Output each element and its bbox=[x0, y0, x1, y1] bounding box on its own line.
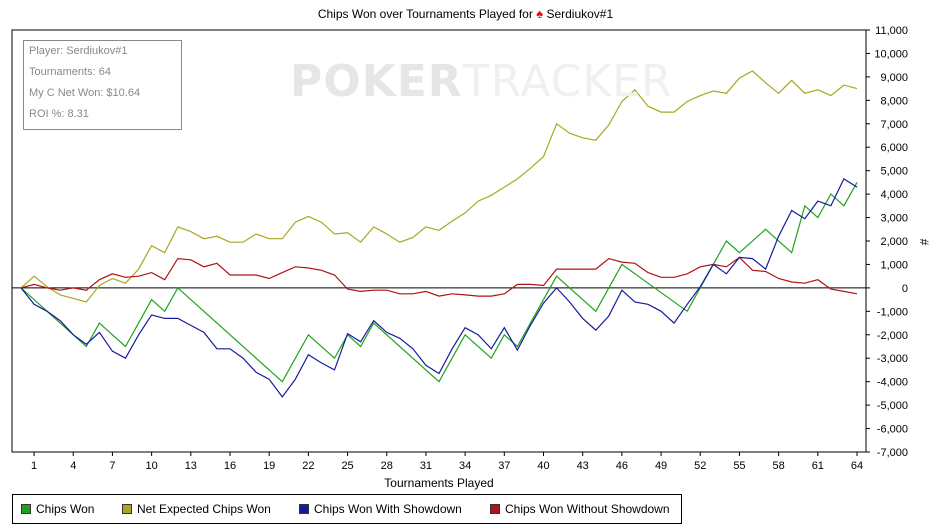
legend-label: Net Expected Chips Won bbox=[137, 502, 271, 516]
axes-group: -7,000 -6,000 -5,000 -4,000 -3,000 -2,000 -1,0… bbox=[12, 25, 908, 472]
legend-label: Chips Won With Showdown bbox=[314, 502, 462, 516]
legend-label: Chips Won bbox=[36, 502, 95, 516]
x-tick-label: 46 bbox=[616, 460, 628, 472]
y-tick-label: 7,000 bbox=[880, 119, 908, 131]
legend-label: Chips Won Without Showdown bbox=[505, 502, 670, 516]
y-tick-label: 5,000 bbox=[880, 166, 908, 178]
y-tick-label: 11,000 bbox=[875, 25, 908, 37]
x-tick-label: 55 bbox=[733, 460, 745, 472]
x-tick-label: 58 bbox=[773, 460, 785, 472]
x-tick-label: 64 bbox=[851, 460, 863, 472]
y-tick-label: -1,000 bbox=[877, 306, 908, 318]
series-line-chips-won-without-showdown bbox=[20, 256, 858, 297]
chart-legend: Chips Won Net Expected Chips Won Chips W… bbox=[12, 494, 682, 524]
series-line-chips-won-with-showdown bbox=[20, 178, 858, 398]
series-line-chips-won bbox=[20, 182, 858, 383]
chart-title: Chips Won over Tournaments Played for ♠ … bbox=[0, 6, 931, 21]
series-group bbox=[20, 70, 858, 398]
legend-item-with-showdown[interactable]: Chips Won With Showdown bbox=[299, 502, 462, 516]
x-tick-label: 25 bbox=[341, 460, 353, 472]
y-tick-label: 2,000 bbox=[880, 236, 908, 248]
x-tick-label: 52 bbox=[694, 460, 706, 472]
x-tick-label: 61 bbox=[812, 460, 824, 472]
y-tick-label: -2,000 bbox=[877, 330, 908, 342]
x-tick-label: 19 bbox=[263, 460, 275, 472]
x-tick-label: 13 bbox=[185, 460, 197, 472]
legend-swatch bbox=[490, 504, 500, 514]
info-roi: ROI %: 8.31 bbox=[29, 108, 89, 120]
x-tick-label: 31 bbox=[420, 460, 432, 472]
spade-icon: ♠ bbox=[536, 6, 544, 21]
x-tick-label: 22 bbox=[302, 460, 314, 472]
legend-swatch bbox=[299, 504, 309, 514]
y-tick-label: 0 bbox=[902, 283, 908, 295]
x-tick-label: 34 bbox=[459, 460, 471, 472]
title-text: Chips Won over Tournaments Played for bbox=[317, 7, 533, 21]
x-tick-label: 7 bbox=[109, 460, 115, 472]
x-tick-label: 4 bbox=[70, 460, 76, 472]
x-tick-label: 43 bbox=[577, 460, 589, 472]
legend-swatch bbox=[122, 504, 132, 514]
pokertracker-watermark: POKERTRACKER bbox=[290, 56, 673, 107]
x-tick-label: 40 bbox=[537, 460, 549, 472]
legend-item-net-expected[interactable]: Net Expected Chips Won bbox=[122, 502, 271, 516]
y-tick-label: -7,000 bbox=[877, 447, 908, 459]
x-tick-label: 49 bbox=[655, 460, 667, 472]
x-tick-label: 28 bbox=[381, 460, 393, 472]
legend-item-chips-won[interactable]: Chips Won bbox=[21, 502, 94, 516]
x-tick-label: 10 bbox=[146, 460, 158, 472]
y-tick-label: -5,000 bbox=[877, 400, 908, 412]
x-axis-label: Tournaments Played bbox=[384, 476, 493, 490]
y-tick-label: -6,000 bbox=[877, 424, 908, 436]
stats-info-box: Player: Serdiukov#1 Tournaments: 64 My C… bbox=[23, 40, 182, 130]
legend-swatch bbox=[21, 504, 31, 514]
info-player: Player: Serdiukov#1 bbox=[29, 45, 128, 57]
y-axis-label: # bbox=[917, 239, 931, 246]
info-net-won: My C Net Won: $10.64 bbox=[29, 87, 141, 99]
x-tick-label: 16 bbox=[224, 460, 236, 472]
y-tick-label: 6,000 bbox=[880, 142, 908, 154]
x-tick-label: 1 bbox=[31, 460, 37, 472]
legend-item-without-showdown[interactable]: Chips Won Without Showdown bbox=[490, 502, 670, 516]
info-tournaments: Tournaments: 64 bbox=[29, 66, 111, 78]
y-tick-label: 10,000 bbox=[874, 48, 908, 60]
y-tick-label: 8,000 bbox=[880, 95, 908, 107]
title-player-name: Serdiukov#1 bbox=[546, 7, 614, 21]
y-tick-label: 4,000 bbox=[880, 189, 908, 201]
y-tick-label: -3,000 bbox=[877, 353, 908, 365]
x-tick-label: 37 bbox=[498, 460, 510, 472]
y-tick-label: 1,000 bbox=[880, 259, 908, 271]
series-line-net-expected-chips-won bbox=[20, 70, 858, 303]
y-tick-label: 9,000 bbox=[880, 72, 908, 84]
y-tick-label: -4,000 bbox=[877, 377, 908, 389]
y-tick-label: 3,000 bbox=[880, 213, 908, 225]
